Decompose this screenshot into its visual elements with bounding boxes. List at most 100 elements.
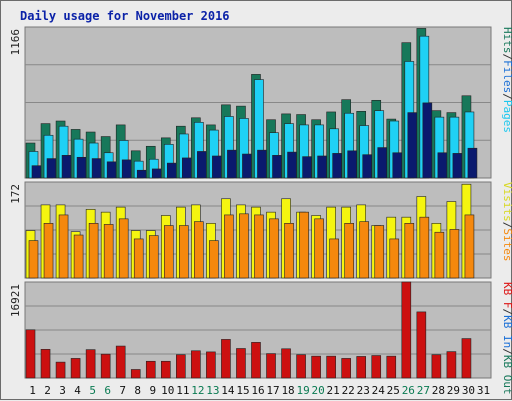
bar-sites (194, 222, 203, 278)
bar-pages (197, 151, 206, 178)
bar-kb-f (191, 351, 200, 378)
x-tick-label: 8 (134, 384, 141, 397)
bar-sites (285, 223, 294, 278)
bar-pages (393, 153, 402, 178)
legend-entry: Pages (501, 100, 512, 133)
bar-kb-f (402, 282, 411, 378)
bar-kb-f (447, 352, 456, 378)
bar-kb-f (312, 356, 321, 378)
bar-sites (315, 219, 324, 278)
legend-entry: KB Out (501, 355, 512, 395)
bar-pages (167, 163, 176, 178)
legend-entry: KB In (501, 315, 512, 348)
bar-kb-f (327, 356, 336, 378)
bar-pages (77, 157, 86, 178)
bar-sites (74, 235, 83, 278)
bar-pages (62, 155, 71, 178)
bar-kb-f (86, 350, 95, 378)
legend-entry: Hits (501, 27, 512, 54)
x-tick-label: 22 (342, 384, 355, 397)
bar-kb-f (131, 369, 140, 378)
bar-pages (453, 153, 462, 178)
bar-sites (435, 232, 444, 278)
bar-pages (423, 103, 432, 178)
bar-pages (348, 151, 357, 178)
bar-kb-f (206, 352, 215, 378)
panel-visits-sites: 172Visits/Sites (9, 182, 512, 278)
legend-entry: Files (501, 60, 512, 93)
bar-kb-f (357, 356, 366, 378)
legend-entry: / (501, 348, 512, 355)
bar-sites (239, 214, 248, 278)
legend-entry: Visits (501, 182, 512, 222)
x-tick-label: 10 (161, 384, 174, 397)
bar-kb-f (26, 330, 35, 378)
x-tick-label: 18 (281, 384, 294, 397)
bar-kb-f (176, 355, 185, 378)
bar-sites (104, 224, 113, 278)
x-tick-label: 12 (191, 384, 204, 397)
bar-sites (29, 241, 38, 278)
bar-pages (32, 166, 41, 178)
bar-pages (212, 156, 221, 178)
bar-pages (333, 153, 342, 178)
bar-sites (209, 241, 218, 278)
bar-pages (408, 113, 417, 178)
panel-legend: Hits/Files/Pages (501, 27, 512, 133)
bar-kb-f (41, 349, 50, 378)
bar-sites (179, 226, 188, 278)
bar-kb-f (146, 361, 155, 378)
x-tick-label: 24 (372, 384, 386, 397)
y-max-label: 1166 (9, 29, 22, 56)
bar-pages (92, 159, 101, 178)
x-tick-label: 20 (312, 384, 325, 397)
bar-pages (152, 169, 161, 178)
legend-entry: / (501, 309, 512, 316)
bar-kb-f (221, 339, 230, 378)
bar-kb-f (161, 361, 170, 378)
bar-sites (119, 219, 128, 278)
bar-sites (270, 219, 279, 278)
x-tick-label: 6 (104, 384, 111, 397)
x-tick-label: 7 (119, 384, 126, 397)
bar-pages (288, 152, 297, 178)
bar-kb-f (462, 339, 471, 378)
x-tick-label: 17 (266, 384, 279, 397)
bar-kb-f (372, 356, 381, 378)
x-tick-label: 4 (74, 384, 81, 397)
x-tick-label: 16 (251, 384, 264, 397)
bar-sites (420, 217, 429, 278)
bar-pages (182, 158, 191, 178)
bar-kb-f (417, 312, 426, 378)
bar-sites (345, 223, 354, 278)
bar-pages (303, 157, 312, 178)
bar-sites (390, 239, 399, 278)
bar-sites (59, 215, 68, 278)
bar-sites (164, 226, 173, 278)
bar-sites (89, 223, 98, 278)
bar-kb-f (282, 349, 291, 378)
x-tick-label: 30 (462, 384, 475, 397)
x-tick-label: 11 (176, 384, 189, 397)
bar-kb-f (387, 356, 396, 378)
x-tick-label: 29 (447, 384, 460, 397)
bar-pages (257, 150, 266, 178)
bar-sites (254, 215, 263, 278)
bar-pages (242, 154, 251, 178)
bar-pages (468, 148, 477, 178)
bar-kb-f (101, 354, 110, 378)
bar-kb-f (267, 354, 276, 378)
y-max-label: 16921 (9, 284, 22, 317)
bar-kb-f (432, 355, 441, 378)
bar-kb-f (342, 358, 351, 378)
panel-hits-files-pages: 1166 Hits/Files/Pages (9, 27, 512, 178)
bar-sites (465, 215, 474, 278)
x-tick-label: 5 (89, 384, 96, 397)
x-tick-label: 23 (357, 384, 370, 397)
bar-pages (122, 160, 131, 178)
bar-sites (149, 236, 158, 278)
x-tick-label: 2 (44, 384, 51, 397)
x-tick-label: 13 (206, 384, 219, 397)
bar-sites (44, 223, 53, 278)
